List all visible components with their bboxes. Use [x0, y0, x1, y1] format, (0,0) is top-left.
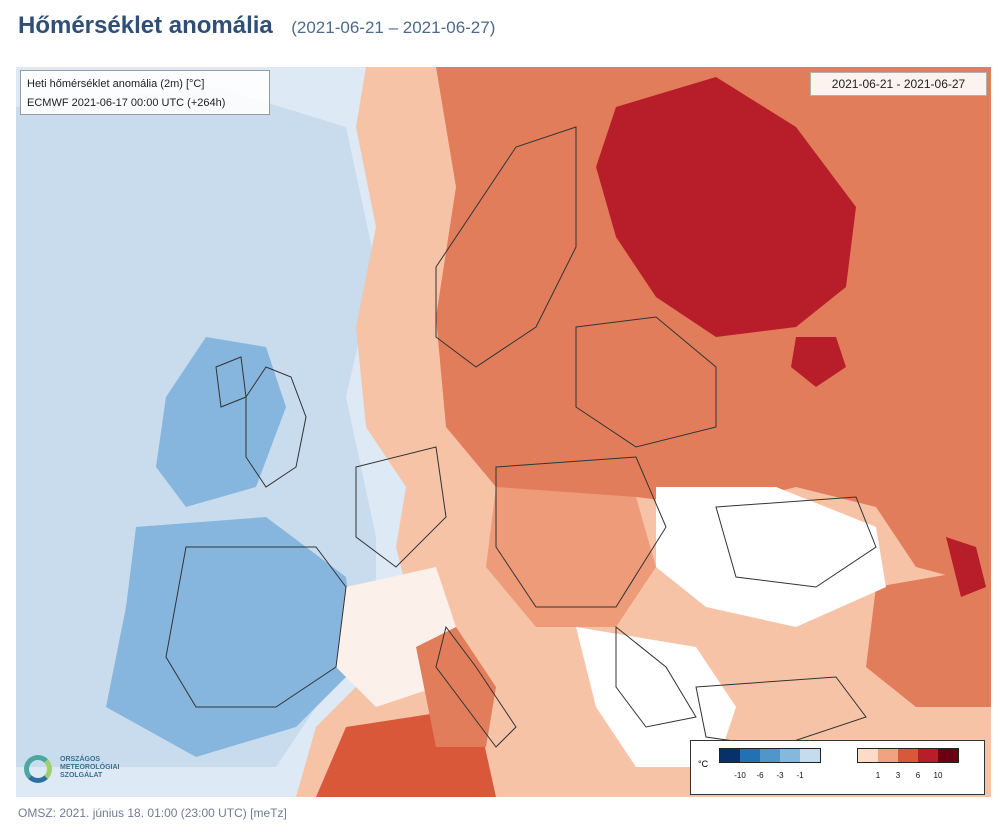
info-line-variable: Heti hőmérséklet anomália (2m) [°C]: [27, 78, 205, 90]
page-title: Hőmérséklet anomália: [18, 12, 273, 39]
legend-swatch-warm-5: [938, 749, 958, 762]
omsz-logo: ORSZÁGOS METEOROLÓGIAI SZOLGÁLAT: [20, 750, 138, 792]
legend-swatch-warm-1: [858, 749, 878, 762]
legend-tick: 6: [915, 771, 921, 780]
hot-core-small: [791, 337, 846, 387]
info-line-model-run: ECMWF 2021-06-17 00:00 UTC (+264h): [27, 97, 226, 109]
legend-swatch-cold-4: [780, 749, 800, 762]
legend-tick: 10: [933, 771, 943, 780]
legend-swatch-cold-3: [760, 749, 780, 762]
legend-swatch-cold-5: [800, 749, 820, 762]
legend-tick: -6: [756, 771, 764, 780]
logo-line: ORSZÁGOS: [60, 756, 101, 763]
legend-tick: 3: [895, 771, 901, 780]
legend-warm-frame: [857, 748, 959, 763]
legend-swatch-cold-1: [720, 749, 740, 762]
legend-tick: -10: [734, 771, 746, 780]
legend-cold-frame: [719, 748, 821, 763]
cold-area-atlantic: [156, 337, 286, 507]
legend-tick: -1: [796, 771, 804, 780]
logo-line: SZOLGÁLAT: [60, 772, 103, 779]
anomaly-map[interactable]: [16, 67, 991, 797]
logo-line: METEOROLÓGIAI: [60, 764, 120, 771]
logo-ring-icon: [24, 755, 52, 783]
hot-core-southeast: [946, 537, 986, 597]
warm-area-central: [486, 487, 656, 627]
neutral-area-blacksea: [656, 487, 886, 627]
legend-swatch-warm-3: [898, 749, 918, 762]
map-date-range: 2021-06-21 - 2021-06-27: [810, 72, 987, 96]
legend-tick: 1: [875, 771, 881, 780]
color-legend: °C -10 -6 -3 -1 1 3 6 10: [690, 740, 985, 795]
cold-area-iberia: [106, 517, 356, 757]
coastlines: [165, 126, 877, 748]
map-info-box: Heti hőmérséklet anomália (2m) [°C] ECMW…: [20, 70, 270, 115]
warm-area-italy: [416, 627, 496, 747]
legend-tick: -3: [776, 771, 784, 780]
legend-swatch-cold-2: [740, 749, 760, 762]
legend-unit: °C: [698, 759, 709, 769]
map-canvas: [16, 67, 991, 797]
logo-text: ORSZÁGOS METEOROLÓGIAI SZOLGÁLAT: [60, 756, 120, 780]
title-row: Hőmérséklet anomália (2021-06-21 – 2021-…: [18, 12, 495, 44]
footer-source: OMSZ: 2021. június 18. 01:00 (23:00 UTC)…: [18, 806, 287, 820]
period-subtitle: (2021-06-21 – 2021-06-27): [291, 18, 496, 37]
legend-swatch-warm-2: [878, 749, 898, 762]
warm-area-southeast: [866, 567, 991, 707]
hot-core-russia: [596, 77, 856, 337]
legend-swatch-warm-4: [918, 749, 938, 762]
